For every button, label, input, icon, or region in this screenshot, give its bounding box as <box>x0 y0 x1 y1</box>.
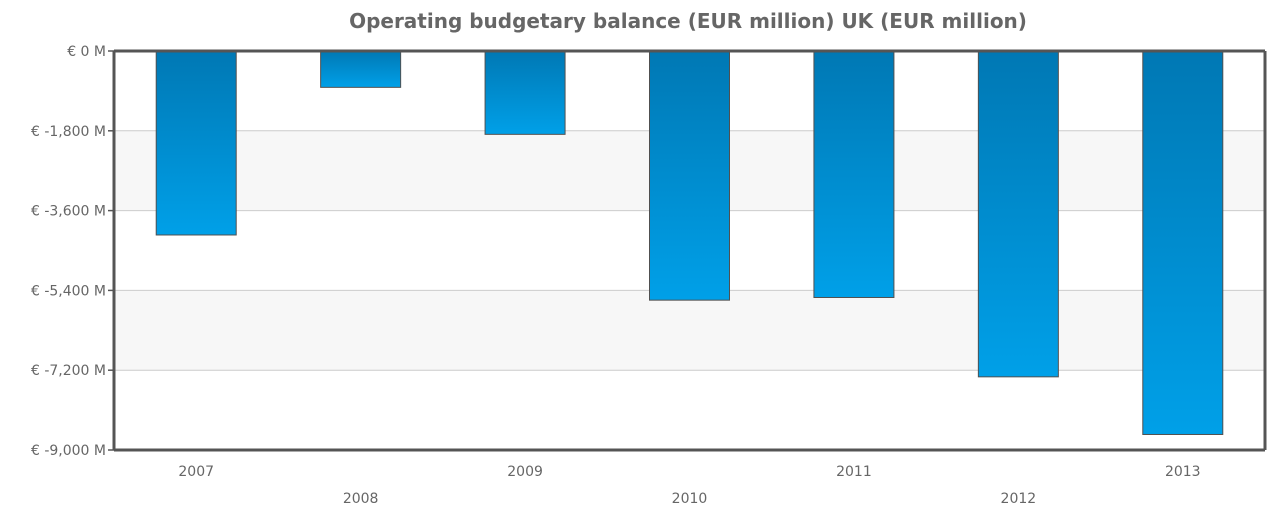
chart-title: Operating budgetary balance (EUR million… <box>349 9 1027 33</box>
x-tick-label: 2009 <box>507 464 543 480</box>
y-tick-label: € -9,000 M <box>31 443 106 459</box>
x-axis-ticks: 2007 2008 2009 2010 2011 2012 2013 <box>178 464 1200 507</box>
bar-2011 <box>813 50 895 298</box>
y-tick-label: € -7,200 M <box>31 363 106 379</box>
bars <box>155 50 1224 435</box>
y-axis-ticks: € 0 M € -1,800 M € -3,600 M € -5,400 M € -7,… <box>31 44 114 459</box>
x-tick-label: 2008 <box>343 491 379 507</box>
x-tick-label: 2013 <box>1165 464 1201 480</box>
bar-2008 <box>320 50 402 88</box>
y-tick-label: € -5,400 M <box>31 283 106 299</box>
bar-2012 <box>977 50 1059 378</box>
bar-2007 <box>155 50 237 236</box>
x-tick-label: 2012 <box>1001 491 1037 507</box>
bar-2013 <box>1142 50 1224 435</box>
bar-2010 <box>649 50 730 301</box>
x-tick-label: 2007 <box>178 464 214 480</box>
x-tick-label: 2010 <box>672 491 708 507</box>
y-tick-label: € -1,800 M <box>31 124 106 140</box>
y-tick-label: € 0 M <box>67 44 106 60</box>
x-tick-label: 2011 <box>836 464 872 480</box>
axes <box>112 49 1267 452</box>
bar-2009 <box>484 50 566 135</box>
y-tick-label: € -3,600 M <box>31 204 106 220</box>
plot-band <box>114 290 1265 371</box>
